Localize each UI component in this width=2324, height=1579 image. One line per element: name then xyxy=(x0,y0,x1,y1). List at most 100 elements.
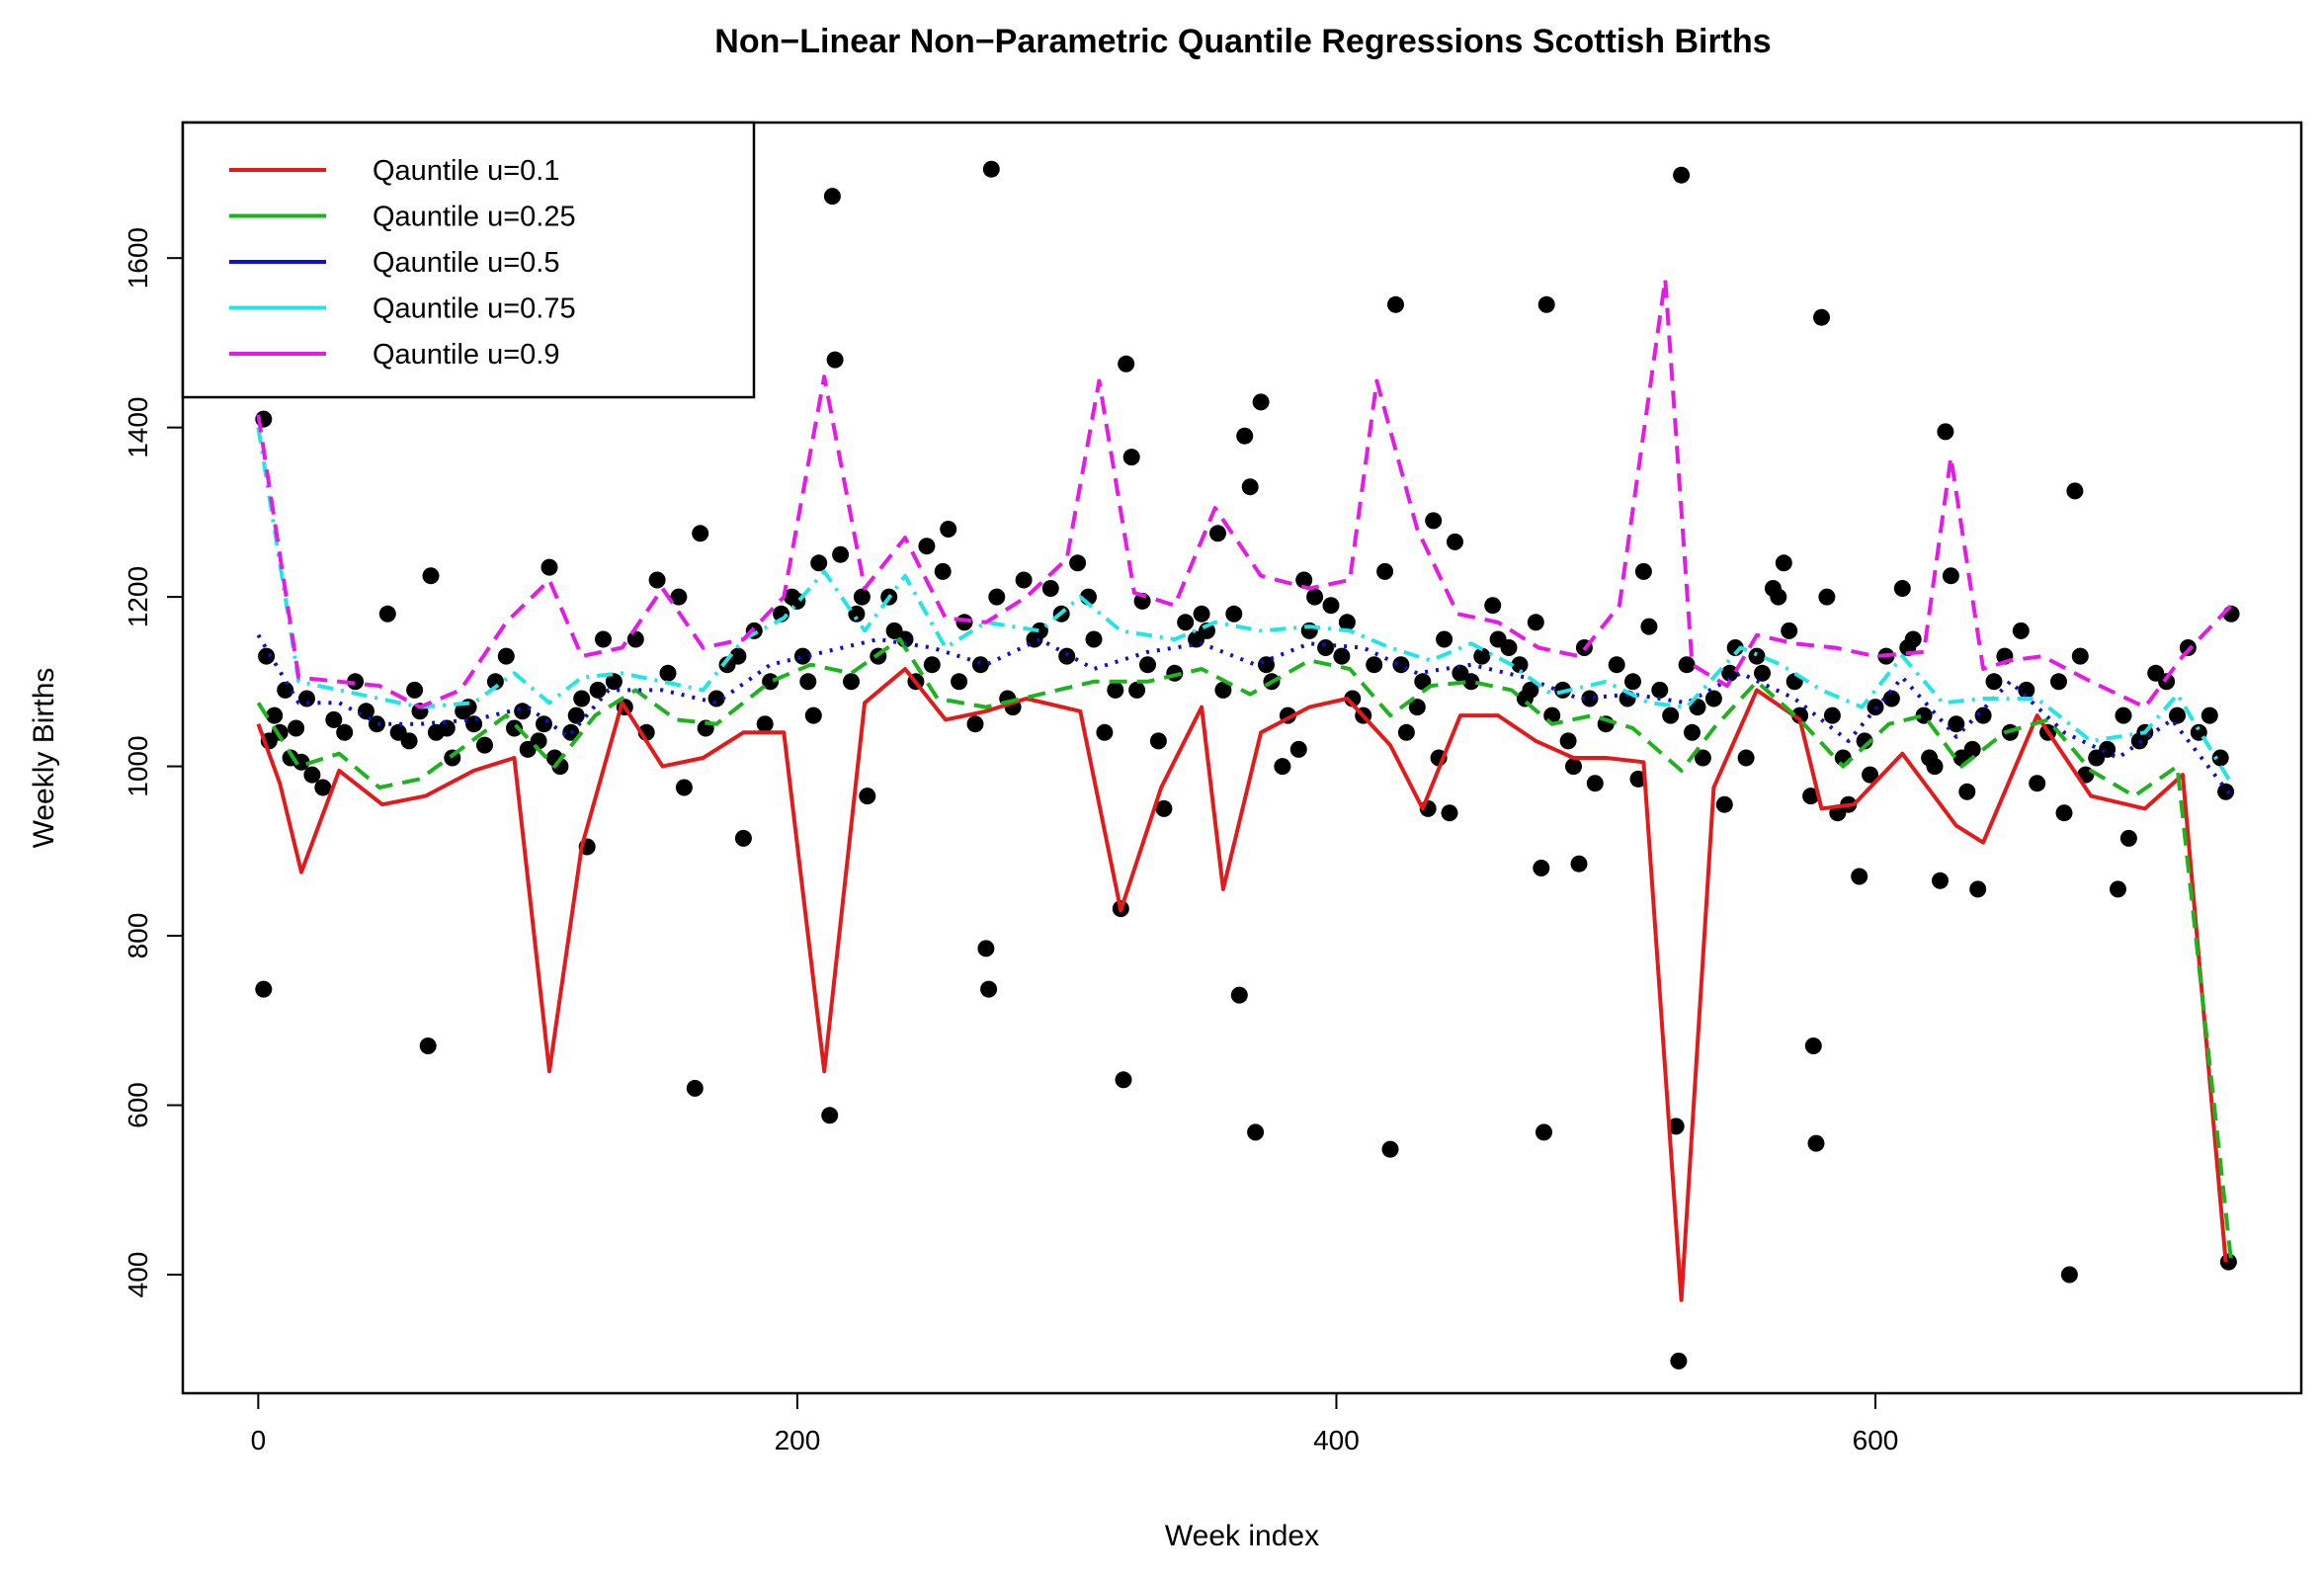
data-point xyxy=(1236,427,1254,445)
data-point xyxy=(459,699,477,716)
data-point xyxy=(1937,423,1954,441)
data-point xyxy=(1851,868,1868,885)
data-point xyxy=(2211,749,2229,767)
data-point xyxy=(1381,1140,1399,1158)
data-point xyxy=(1133,592,1151,610)
data-point xyxy=(1118,355,1135,373)
data-point xyxy=(1694,749,1711,767)
legend-label: Qauntile u=0.75 xyxy=(373,293,576,325)
data-point xyxy=(336,723,354,741)
legend: Qauntile u=0.1 Qauntile u=0.25 Qauntile u=… xyxy=(181,121,756,399)
data-point xyxy=(1586,775,1604,792)
data-point xyxy=(1640,618,1658,635)
data-point xyxy=(670,588,688,606)
data-point xyxy=(347,673,365,691)
data-point xyxy=(1673,166,1691,184)
data-point xyxy=(1770,588,1787,606)
data-point xyxy=(951,673,968,691)
data-point xyxy=(1721,664,1739,682)
data-point xyxy=(1624,673,1641,691)
data-point xyxy=(1754,664,1771,682)
data-point xyxy=(977,940,995,957)
data-point xyxy=(486,673,504,691)
data-point xyxy=(826,351,844,369)
data-point xyxy=(1948,715,1965,733)
data-point xyxy=(1536,1123,1552,1141)
data-point xyxy=(255,980,273,998)
data-point xyxy=(859,788,876,805)
data-point xyxy=(832,545,850,563)
y-tick-label: 1000 xyxy=(123,735,153,796)
data-point xyxy=(1715,795,1733,813)
data-point xyxy=(988,588,1006,606)
data-point xyxy=(536,715,552,733)
data-point xyxy=(1570,855,1588,873)
data-point xyxy=(804,706,822,724)
data-point xyxy=(1115,1071,1132,1089)
x-tick-label: 0 xyxy=(251,1425,267,1455)
data-point xyxy=(1926,758,1944,776)
data-point xyxy=(573,690,591,707)
data-point xyxy=(1511,656,1529,674)
legend-label: Qauntile u=0.25 xyxy=(373,202,576,233)
data-point xyxy=(1804,1038,1822,1054)
data-point xyxy=(1781,622,1798,639)
data-point xyxy=(982,160,1000,178)
data-point xyxy=(314,779,332,796)
data-point xyxy=(1581,690,1599,707)
data-point xyxy=(810,554,828,572)
data-point xyxy=(1974,706,1992,724)
data-point xyxy=(1726,639,1744,656)
data-point xyxy=(675,779,693,796)
data-point xyxy=(659,664,677,682)
data-point xyxy=(1958,783,1976,800)
y-tick-label: 600 xyxy=(123,1082,153,1128)
data-point xyxy=(419,1038,437,1054)
y-tick-label: 400 xyxy=(123,1252,153,1298)
data-point xyxy=(821,1107,839,1124)
data-point xyxy=(1629,770,1647,788)
data-point xyxy=(2071,647,2089,665)
data-point xyxy=(1500,639,1518,656)
data-point xyxy=(1306,588,1324,606)
series-line-0 xyxy=(256,667,2228,1302)
data-point xyxy=(358,703,374,720)
y-tick-label: 1400 xyxy=(123,396,153,457)
data-point xyxy=(2099,740,2116,758)
y-axis-label: Weekly Births xyxy=(28,668,60,849)
data-point xyxy=(1559,732,1577,750)
data-point xyxy=(1425,512,1443,530)
legend-label: Qauntile u=0.1 xyxy=(373,155,559,187)
data-point xyxy=(1893,580,1911,597)
data-point xyxy=(1684,723,1701,741)
data-point xyxy=(799,673,817,691)
data-point xyxy=(1214,681,1232,699)
data-point xyxy=(1096,723,1114,741)
data-point xyxy=(1128,681,1146,699)
data-point xyxy=(1537,295,1555,313)
data-point xyxy=(1802,788,1820,805)
data-point xyxy=(1818,588,1836,606)
data-point xyxy=(1397,723,1415,741)
data-point xyxy=(1932,872,1949,889)
data-point xyxy=(1408,699,1426,716)
data-point xyxy=(1107,681,1124,699)
data-point xyxy=(934,562,952,580)
data-point xyxy=(400,732,418,750)
data-point xyxy=(540,558,558,576)
data-point xyxy=(692,525,709,542)
data-point xyxy=(1704,690,1722,707)
data-point xyxy=(1748,647,1766,665)
data-point xyxy=(1608,656,1625,674)
data-point xyxy=(1122,449,1140,466)
data-point xyxy=(843,673,860,691)
data-point xyxy=(368,715,385,733)
data-point xyxy=(2055,804,2073,822)
data-point xyxy=(1338,614,1356,631)
data-point xyxy=(1533,860,1550,876)
data-point xyxy=(2012,622,2030,639)
data-point xyxy=(1274,758,1291,776)
data-point xyxy=(1662,706,1680,724)
data-point xyxy=(2158,673,2176,691)
